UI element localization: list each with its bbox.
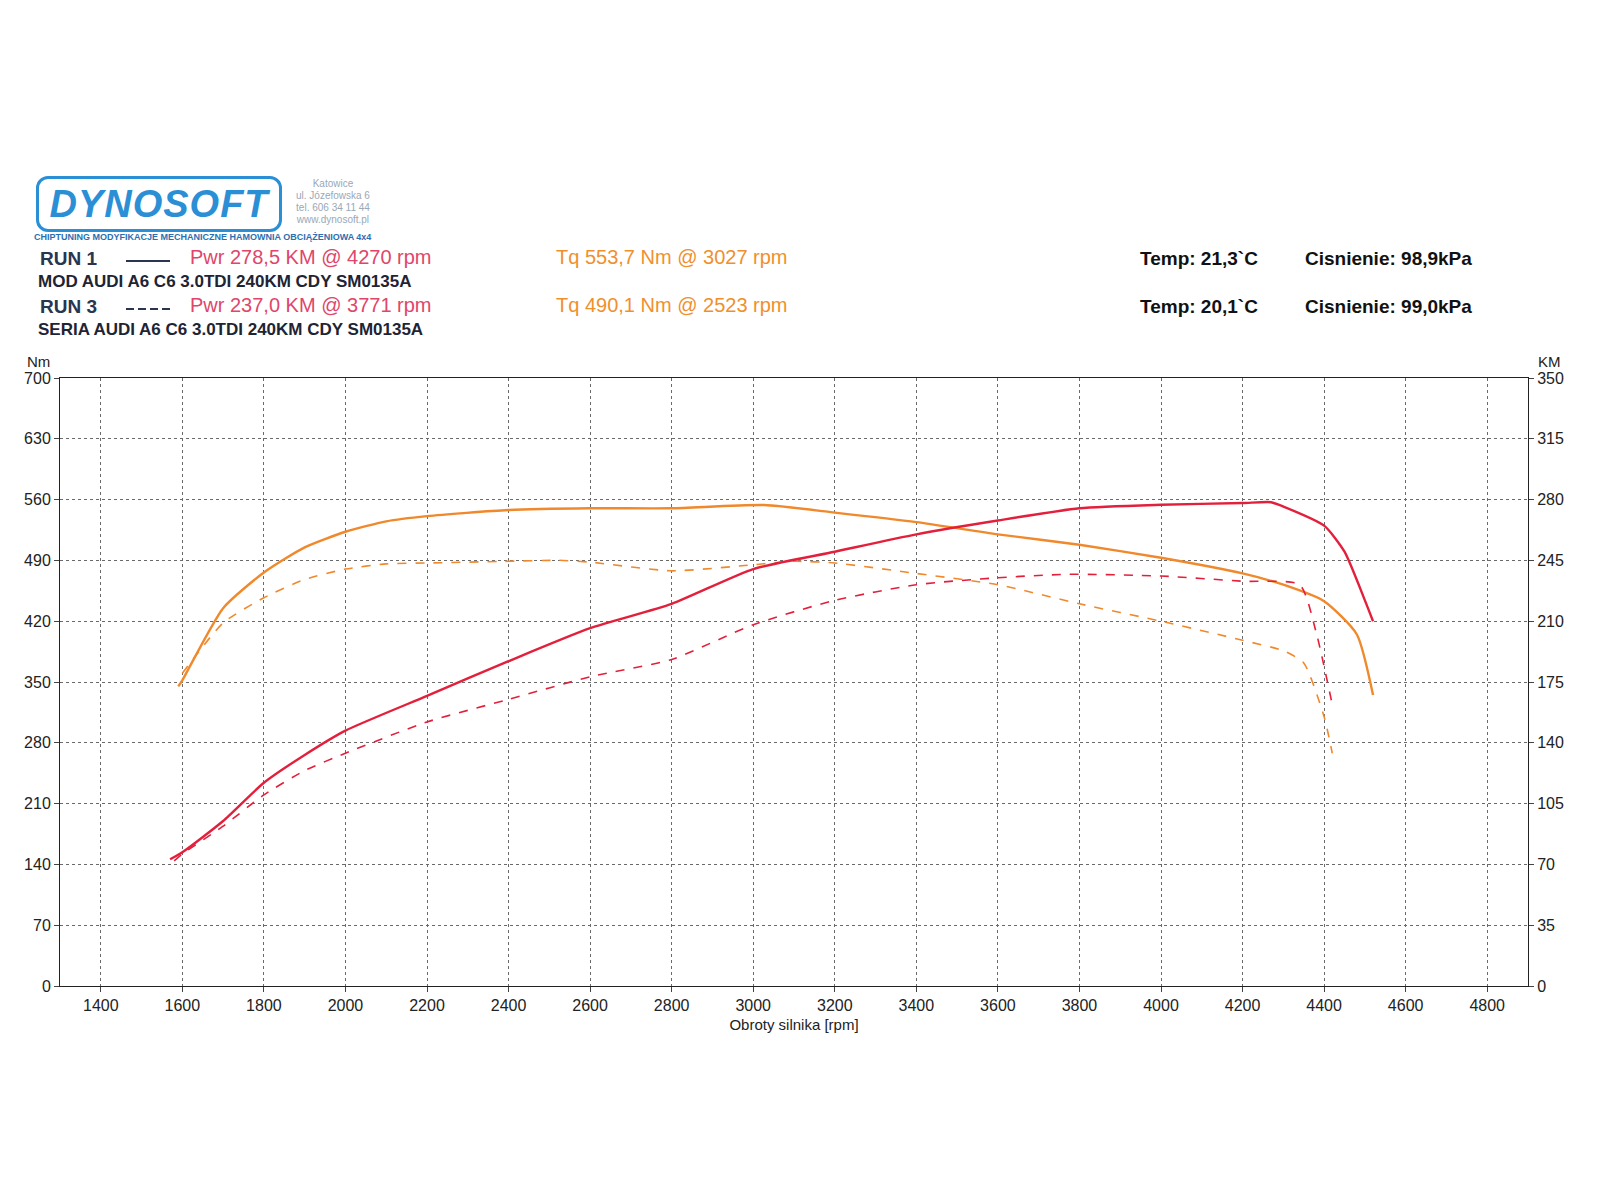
svg-text:175: 175 — [1537, 674, 1564, 691]
html-text:SERIA AUDI A6 C6 3.0TDI 240KM: SERIA AUDI A6 C6 3.0TDI 240KM CDY SM0135… — [38, 320, 424, 339]
svg-text:0: 0 — [1537, 978, 1546, 995]
svg-text:280: 280 — [24, 734, 51, 751]
html-text:Temp: 20,1`C: Temp: 20,1`C — [1140, 296, 1258, 317]
svg-text:0: 0 — [42, 978, 51, 995]
html-text:tel. 606 34 11 44: tel. 606 34 11 44 — [296, 202, 370, 213]
svg-text:350: 350 — [1537, 370, 1564, 387]
svg-text:560: 560 — [24, 491, 51, 508]
svg-text:630: 630 — [24, 430, 51, 447]
svg-text:2200: 2200 — [409, 997, 445, 1014]
svg-text:420: 420 — [24, 613, 51, 630]
svg-text:4400: 4400 — [1306, 997, 1342, 1014]
html-text:Cisnienie: 98,9kPa: Cisnienie: 98,9kPa — [1305, 248, 1472, 269]
svg-text:4600: 4600 — [1388, 997, 1424, 1014]
svg-text:3000: 3000 — [735, 997, 771, 1014]
svg-text:2000: 2000 — [328, 997, 364, 1014]
svg-text:Nm: Nm — [27, 353, 50, 370]
svg-text:2400: 2400 — [491, 997, 527, 1014]
html-text:Katowice: Katowice — [312, 178, 354, 189]
html-text:RUN 1: RUN 1 — [40, 248, 97, 269]
svg-text:70: 70 — [1537, 856, 1555, 873]
html-text:ul. Józefowska 6: ul. Józefowska 6 — [296, 190, 370, 201]
html-text:RUN 3: RUN 3 — [40, 296, 97, 317]
svg-text:4000: 4000 — [1143, 997, 1179, 1014]
svg-text:4200: 4200 — [1225, 997, 1261, 1014]
html-text:Tq 553,7 Nm @ 3027 rpm: Tq 553,7 Nm @ 3027 rpm — [556, 246, 788, 268]
html-text:CHIPTUNING MODYFIKACJE MECHANI: CHIPTUNING MODYFIKACJE MECHANICZNE HAMOW… — [34, 232, 372, 242]
svg-text:315: 315 — [1537, 430, 1564, 447]
svg-text:490: 490 — [24, 552, 51, 569]
html-text:Tq 490,1 Nm @ 2523 rpm: Tq 490,1 Nm @ 2523 rpm — [556, 294, 788, 316]
svg-text:210: 210 — [1537, 613, 1564, 630]
svg-text:2800: 2800 — [654, 997, 690, 1014]
svg-text:3200: 3200 — [817, 997, 853, 1014]
svg-text:350: 350 — [24, 674, 51, 691]
svg-text:105: 105 — [1537, 795, 1564, 812]
svg-text:2600: 2600 — [572, 997, 608, 1014]
svg-text:280: 280 — [1537, 491, 1564, 508]
svg-text:210: 210 — [24, 795, 51, 812]
html-text:DYNOSOFT: DYNOSOFT — [49, 183, 269, 225]
svg-text:1800: 1800 — [246, 997, 282, 1014]
html-text:www.dynosoft.pl: www.dynosoft.pl — [296, 214, 370, 225]
svg-text:700: 700 — [24, 370, 51, 387]
svg-text:4800: 4800 — [1469, 997, 1505, 1014]
svg-text:3400: 3400 — [899, 997, 935, 1014]
svg-text:KM: KM — [1538, 353, 1561, 370]
html-text:Pwr 237,0 KM @ 3771 rpm: Pwr 237,0 KM @ 3771 rpm — [190, 294, 432, 316]
svg-text:1600: 1600 — [165, 997, 201, 1014]
svg-text:35: 35 — [1537, 917, 1555, 934]
svg-text:3600: 3600 — [980, 997, 1016, 1014]
html-text:Cisnienie: 99,0kPa: Cisnienie: 99,0kPa — [1305, 296, 1472, 317]
html-text:MOD AUDI A6 C6 3.0TDI 240KM CD: MOD AUDI A6 C6 3.0TDI 240KM CDY SM0135A — [38, 272, 412, 291]
html-text:Temp: 21,3`C: Temp: 21,3`C — [1140, 248, 1258, 269]
html-text:Pwr 278,5 KM @ 4270 rpm: Pwr 278,5 KM @ 4270 rpm — [190, 246, 432, 268]
svg-text:3800: 3800 — [1062, 997, 1098, 1014]
svg-text:140: 140 — [1537, 734, 1564, 751]
svg-text:Obroty silnika [rpm]: Obroty silnika [rpm] — [729, 1016, 858, 1033]
svg-text:70: 70 — [33, 917, 51, 934]
svg-text:1400: 1400 — [83, 997, 119, 1014]
svg-text:140: 140 — [24, 856, 51, 873]
svg-text:245: 245 — [1537, 552, 1564, 569]
